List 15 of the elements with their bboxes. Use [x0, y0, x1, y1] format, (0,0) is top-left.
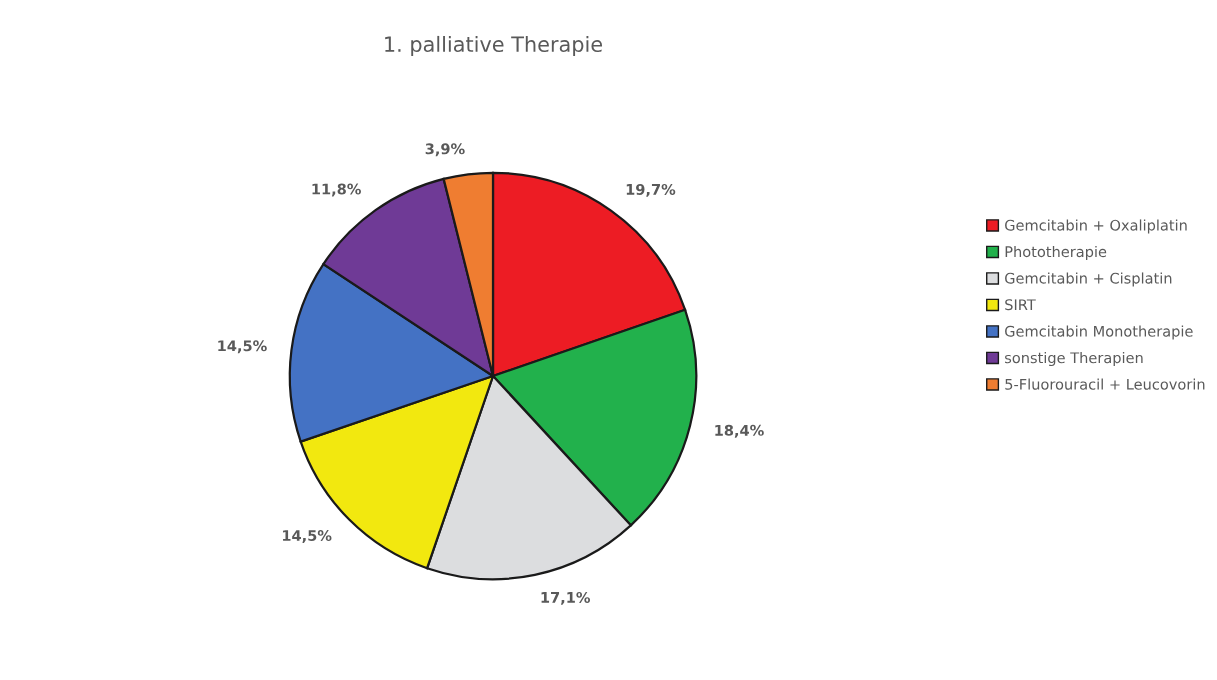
data-label: 14,5%	[283, 530, 332, 543]
legend-label: sonstige Therapien	[1005, 351, 1143, 367]
legend-label: 5-Fluorouracil + Leucovorin	[1005, 378, 1205, 390]
legend-label: Gemcitabin + Oxaliplatin	[1005, 219, 1187, 234]
data-label: 18,4%	[715, 424, 764, 438]
legend-label: SIRT	[1005, 299, 1036, 311]
data-label: 3,9%	[425, 143, 465, 157]
data-label: 19,7%	[626, 183, 676, 197]
legend-label: Gemcitabin + Cisplatin	[1005, 272, 1172, 287]
data-label: 14,5%	[218, 340, 267, 354]
data-label: 17,1%	[541, 591, 591, 605]
legend-label: Gemcitabin Monotherapie	[1005, 325, 1193, 340]
chart-title: 1. palliative Therapie	[385, 35, 603, 57]
legend-label: Phototherapie	[1005, 245, 1107, 261]
data-label: 11,8%	[312, 183, 361, 197]
